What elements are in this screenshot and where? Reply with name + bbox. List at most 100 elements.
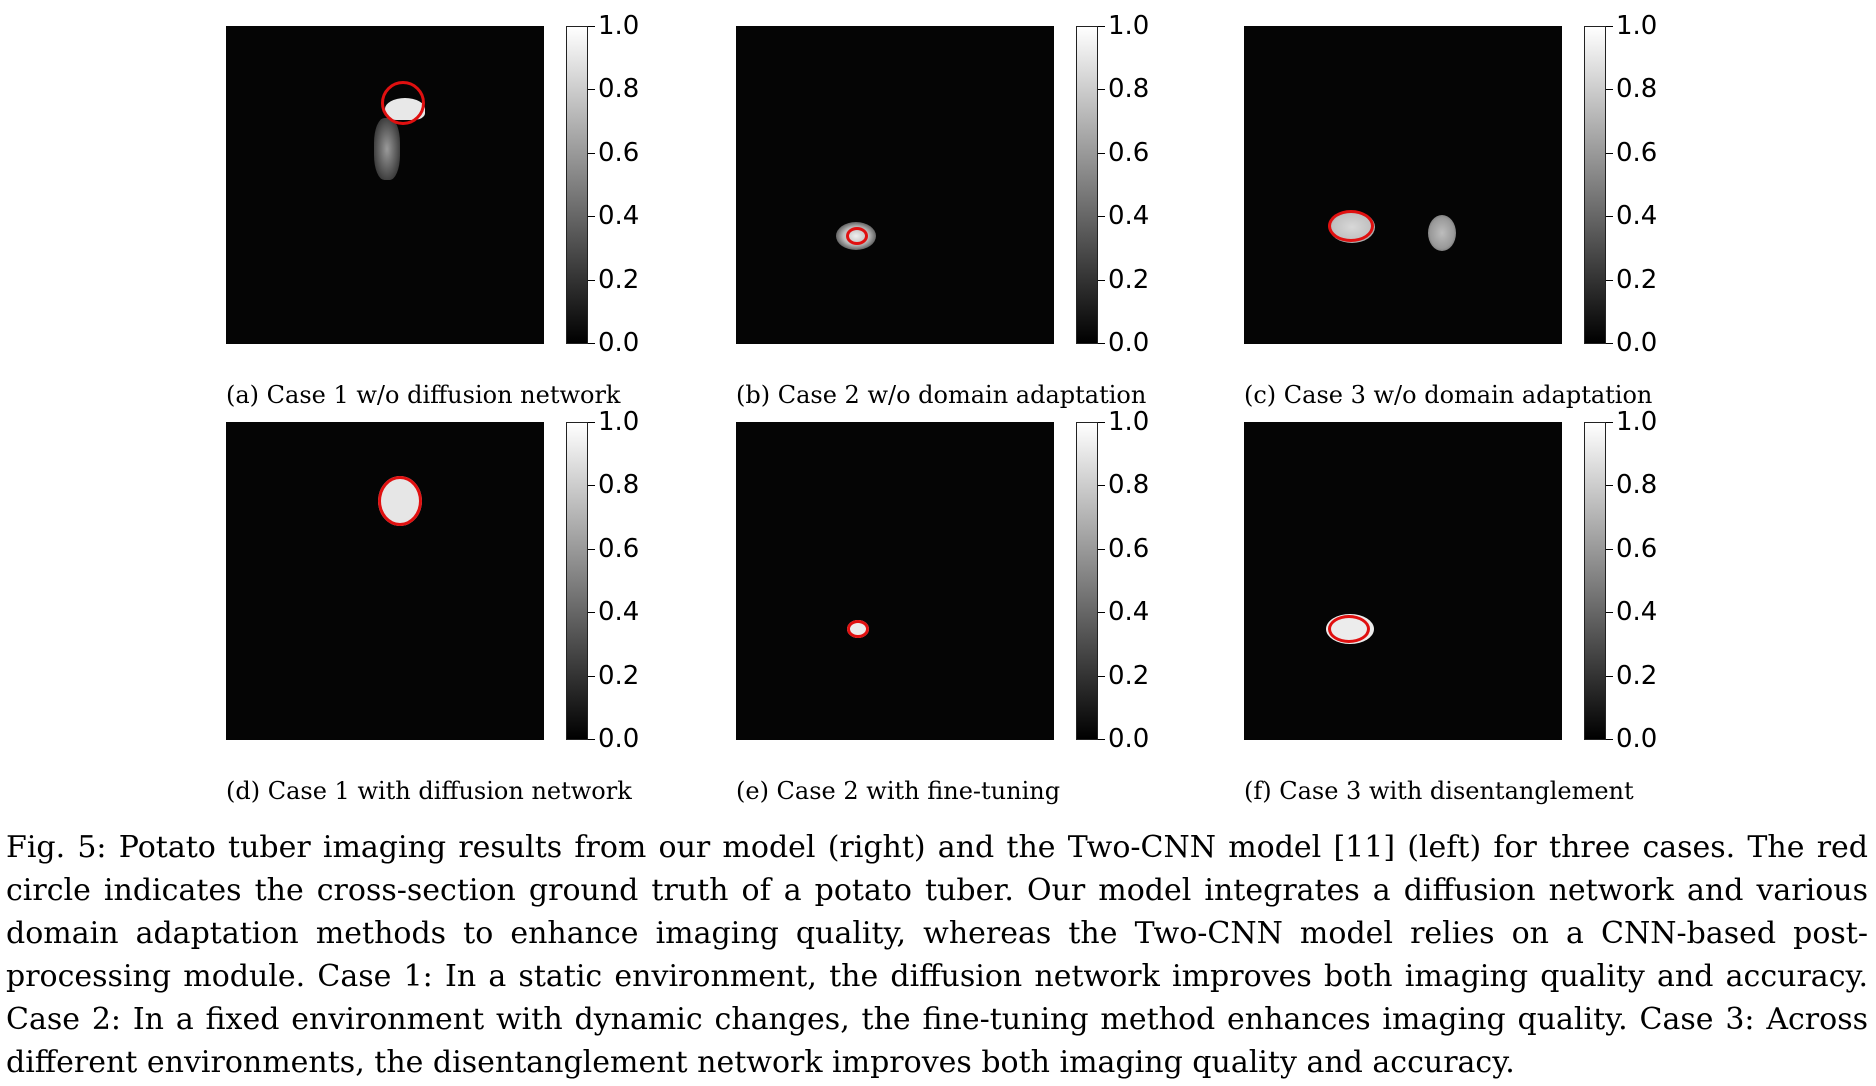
colorbar-tick-label: 0.6 — [1616, 138, 1658, 168]
colorbar-tick-label: 0.4 — [1108, 201, 1150, 231]
colorbar-tick — [1606, 676, 1613, 677]
colorbar-tick — [1098, 343, 1105, 344]
colorbar-tick-label: 0.2 — [598, 661, 640, 691]
ground-truth-circle — [381, 81, 425, 125]
colorbar-tick-label: 0.4 — [598, 201, 640, 231]
colorbar-tick-label: 0.0 — [1616, 328, 1658, 358]
colorbar-tick — [1098, 485, 1105, 486]
colorbar-tick — [588, 739, 595, 740]
colorbar-tick-label: 0.8 — [1616, 470, 1658, 500]
colorbar-tick — [588, 612, 595, 613]
colorbar-tick — [1098, 422, 1105, 423]
colorbar-tick-label: 1.0 — [1108, 407, 1150, 437]
colorbar-tick-label: 0.2 — [1616, 661, 1658, 691]
colorbar-tick — [1606, 422, 1613, 423]
colorbar-tick — [1606, 89, 1613, 90]
colorbar-tick-label: 0.2 — [1108, 265, 1150, 295]
colorbar-tick — [588, 422, 595, 423]
ground-truth-circle — [846, 227, 868, 245]
subfigure-caption: (f) Case 3 with disentanglement — [1244, 777, 1634, 805]
colorbar-tick — [1098, 676, 1105, 677]
subfigure-caption: (b) Case 2 w/o domain adaptation — [736, 381, 1147, 409]
image-plot-b — [736, 26, 1054, 344]
image-plot-e — [736, 422, 1054, 740]
colorbar-tick — [1098, 153, 1105, 154]
subfigure-caption: (a) Case 1 w/o diffusion network — [226, 381, 621, 409]
panel-b: 1.0 0.8 0.6 0.4 0.2 0.0 (b) Case 2 w/o d… — [736, 13, 1216, 426]
colorbar-tick — [1606, 26, 1613, 27]
subfigure-caption: (c) Case 3 w/o domain adaptation — [1244, 381, 1653, 409]
colorbar-tick — [1098, 216, 1105, 217]
colorbar-tick-label: 0.8 — [1108, 470, 1150, 500]
colorbar — [1076, 26, 1098, 344]
ground-truth-circle — [1328, 210, 1374, 242]
colorbar-tick — [1606, 216, 1613, 217]
panel-d: 1.0 0.8 0.6 0.4 0.2 0.0 (d) Case 1 with … — [226, 409, 706, 822]
colorbar-tick-label: 1.0 — [598, 407, 640, 437]
colorbar-tick — [1606, 739, 1613, 740]
image-plot-d — [226, 422, 544, 740]
colorbar-tick — [1098, 612, 1105, 613]
colorbar-tick — [588, 549, 595, 550]
colorbar-tick-label: 0.2 — [1108, 661, 1150, 691]
colorbar-tick — [1606, 153, 1613, 154]
colorbar-tick — [588, 89, 595, 90]
colorbar-tick-label: 0.0 — [1108, 328, 1150, 358]
colorbar-tick-label: 0.8 — [1108, 74, 1150, 104]
colorbar-tick — [588, 153, 595, 154]
colorbar-tick-label: 0.8 — [598, 74, 640, 104]
ground-truth-circle — [847, 620, 869, 638]
colorbar-tick — [1606, 549, 1613, 550]
colorbar-tick-label: 1.0 — [1108, 11, 1150, 41]
colorbar-tick — [1098, 739, 1105, 740]
colorbar-tick-label: 0.0 — [598, 724, 640, 754]
panel-a: 1.0 0.8 0.6 0.4 0.2 0.0 (a) Case 1 w/o d… — [226, 13, 706, 426]
colorbar-tick-label: 0.0 — [1616, 724, 1658, 754]
colorbar-tick — [588, 343, 595, 344]
colorbar-tick-label: 1.0 — [598, 11, 640, 41]
colorbar-tick — [1098, 26, 1105, 27]
colorbar-tick-label: 0.2 — [1616, 265, 1658, 295]
colorbar-tick-label: 0.4 — [1616, 201, 1658, 231]
colorbar-tick — [1606, 612, 1613, 613]
colorbar-tick — [588, 26, 595, 27]
colorbar-tick — [1606, 343, 1613, 344]
colorbar-tick-label: 0.4 — [1616, 597, 1658, 627]
colorbar-tick — [1098, 89, 1105, 90]
colorbar-tick — [588, 280, 595, 281]
reconstruction-blob — [374, 118, 400, 180]
colorbar-tick — [588, 216, 595, 217]
colorbar-tick-label: 1.0 — [1616, 11, 1658, 41]
colorbar-tick-label: 0.6 — [1108, 534, 1150, 564]
reconstruction-blob — [1428, 215, 1456, 251]
colorbar-tick-label: 1.0 — [1616, 407, 1658, 437]
colorbar-tick-label: 0.0 — [1108, 724, 1150, 754]
colorbar-tick — [1098, 280, 1105, 281]
colorbar — [566, 26, 588, 344]
colorbar-tick-label: 0.4 — [1108, 597, 1150, 627]
colorbar — [1584, 26, 1606, 344]
colorbar-tick-label: 0.4 — [598, 597, 640, 627]
colorbar-tick-label: 0.8 — [1616, 74, 1658, 104]
colorbar-tick-label: 0.6 — [1616, 534, 1658, 564]
ground-truth-circle — [1328, 615, 1370, 643]
panel-c: 1.0 0.8 0.6 0.4 0.2 0.0 (c) Case 3 w/o d… — [1244, 13, 1724, 426]
colorbar-tick — [1606, 280, 1613, 281]
figure-caption: Fig. 5: Potato tuber imaging results fro… — [6, 830, 1868, 1080]
subfigure-caption: (d) Case 1 with diffusion network — [226, 777, 632, 805]
colorbar — [566, 422, 588, 740]
colorbar-tick-label: 0.0 — [598, 328, 640, 358]
colorbar-tick — [588, 676, 595, 677]
colorbar — [1584, 422, 1606, 740]
panel-e: 1.0 0.8 0.6 0.4 0.2 0.0 (e) Case 2 with … — [736, 409, 1216, 822]
colorbar-tick-label: 0.6 — [598, 534, 640, 564]
image-plot-f — [1244, 422, 1562, 740]
image-plot-c — [1244, 26, 1562, 344]
colorbar-tick — [1098, 549, 1105, 550]
colorbar-tick-label: 0.6 — [1108, 138, 1150, 168]
colorbar — [1076, 422, 1098, 740]
image-plot-a — [226, 26, 544, 344]
subfigure-caption: (e) Case 2 with fine-tuning — [736, 777, 1061, 805]
colorbar-tick-label: 0.6 — [598, 138, 640, 168]
colorbar-tick — [588, 485, 595, 486]
